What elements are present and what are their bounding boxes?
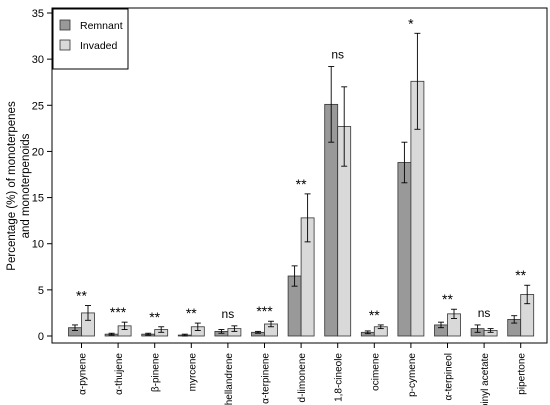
x-axis: α-pynene α-thujene β-pinene myrcene α-phella… xyxy=(78,343,528,405)
category-group: ** xyxy=(141,309,169,337)
x-tick-label: pipertone xyxy=(517,353,528,395)
significance-label: ns xyxy=(331,48,344,62)
legend: Remnant Invaded xyxy=(52,8,129,70)
category-group: ** xyxy=(287,176,315,337)
x-tick-label: α-phellandrene xyxy=(224,353,235,405)
category-group: ** xyxy=(507,267,535,337)
legend-box xyxy=(52,8,129,70)
significance-label: ** xyxy=(442,291,453,307)
significance-label: ns xyxy=(478,306,491,320)
significance-label: *** xyxy=(256,303,273,319)
category-group: ** xyxy=(68,288,95,337)
y-axis-label-line1: Percentage (%) of monoterpenes xyxy=(6,101,18,271)
significance-label: *** xyxy=(110,304,127,320)
y-tick-label: 35 xyxy=(32,8,44,20)
category-group: * xyxy=(397,15,425,337)
significance-label: ** xyxy=(149,309,160,325)
legend-label: Remnant xyxy=(80,20,123,32)
significance-label: ** xyxy=(296,176,307,192)
significance-label: * xyxy=(408,15,414,31)
category-group: *** xyxy=(104,304,132,337)
category-group: *** xyxy=(251,303,278,337)
category-group: ** xyxy=(434,291,461,337)
x-tick-label: β-pinene xyxy=(151,353,162,393)
x-tick-label: α-terpinene xyxy=(261,353,272,404)
bars: ***** ** ** ns *****ns*****ns** xyxy=(68,15,535,337)
significance-label: ** xyxy=(186,305,197,321)
x-tick-label: p-cymene xyxy=(407,353,418,397)
category-group: ns xyxy=(214,307,242,337)
x-tick-label: ocimene xyxy=(370,353,381,391)
bar-remnant xyxy=(397,162,412,337)
x-tick-label: myrcene xyxy=(187,353,198,392)
y-tick-label: 10 xyxy=(32,239,44,251)
category-group: ns xyxy=(324,48,352,337)
y-axis: 0 5 10 15 20 25 30 35 xyxy=(32,8,52,343)
y-tick-label: 20 xyxy=(32,146,44,158)
category-group: ** xyxy=(360,307,388,337)
significance-label: ** xyxy=(515,267,526,283)
x-tick-label: 1,8-cineole xyxy=(334,353,345,402)
x-tick-label: terpinyl acetate xyxy=(480,353,491,405)
legend-swatch xyxy=(59,39,71,51)
significance-label: ns xyxy=(222,307,235,321)
x-tick-label: d-limonene xyxy=(297,353,308,403)
x-tick-label: α-thujene xyxy=(114,353,125,395)
x-tick-label: α-terpineol xyxy=(444,353,455,400)
x-tick-label: α-pynene xyxy=(78,353,89,395)
category-group: ** xyxy=(177,305,205,337)
y-tick-label: 5 xyxy=(38,285,44,297)
plot-frame xyxy=(51,7,548,344)
y-axis-label-line2: and monoterpenoids xyxy=(20,133,32,238)
significance-label: ** xyxy=(76,288,87,304)
category-group: ns xyxy=(470,306,498,337)
legend-label: Invaded xyxy=(80,40,118,52)
y-tick-label: 0 xyxy=(38,331,44,343)
plot-border xyxy=(51,7,548,344)
y-tick-label: 30 xyxy=(32,54,44,66)
y-tick-label: 25 xyxy=(32,100,44,112)
legend-swatch xyxy=(59,19,71,31)
y-tick-label: 15 xyxy=(32,193,44,205)
significance-label: ** xyxy=(369,307,380,323)
